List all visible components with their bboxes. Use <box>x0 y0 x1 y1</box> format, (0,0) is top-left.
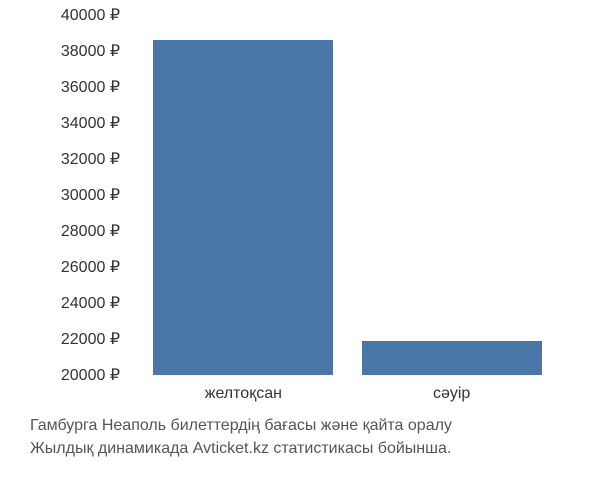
y-tick-label: 32000 ₽ <box>61 149 120 169</box>
y-tick-label: 34000 ₽ <box>61 113 120 133</box>
y-tick-label: 28000 ₽ <box>61 221 120 241</box>
y-tick-label: 26000 ₽ <box>61 257 120 277</box>
y-tick-label: 24000 ₽ <box>61 293 120 313</box>
y-tick-label: 22000 ₽ <box>61 329 120 349</box>
x-tick-label: желтоқсан <box>205 385 282 403</box>
x-axis: желтоқсан сәуір <box>125 380 570 410</box>
chart-caption: Гамбурга Неаполь билеттердің бағасы және… <box>30 415 452 460</box>
caption-line-1: Гамбурга Неаполь билеттердің бағасы және… <box>30 415 452 437</box>
y-axis: 40000 ₽38000 ₽36000 ₽34000 ₽32000 ₽30000… <box>30 15 120 375</box>
y-tick-label: 40000 ₽ <box>61 5 120 25</box>
chart-container: 40000 ₽38000 ₽36000 ₽34000 ₽32000 ₽30000… <box>30 15 570 395</box>
bar <box>362 341 542 375</box>
y-tick-label: 36000 ₽ <box>61 77 120 97</box>
bar <box>153 40 333 375</box>
y-tick-label: 20000 ₽ <box>61 365 120 385</box>
x-tick-label: сәуір <box>433 385 470 403</box>
y-tick-label: 38000 ₽ <box>61 41 120 61</box>
plot-area <box>125 15 570 375</box>
y-tick-label: 30000 ₽ <box>61 185 120 205</box>
caption-line-2: Жылдық динамикада Avticket.kz статистика… <box>30 438 452 460</box>
